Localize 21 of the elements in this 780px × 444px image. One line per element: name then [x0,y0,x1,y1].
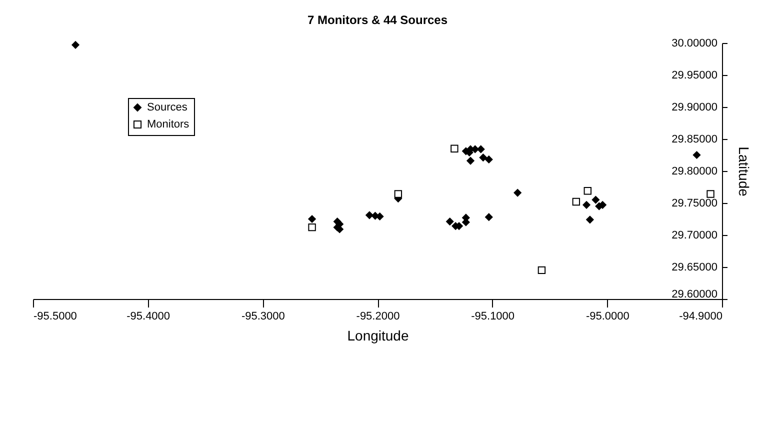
y-tick-label: 29.70000 [672,230,718,242]
x-axis-title: Longitude [347,328,409,344]
y-tick-label: 29.90000 [672,102,718,114]
x-tick-label: -95.2000 [356,310,400,322]
y-tick-label: 29.75000 [672,198,718,210]
x-tick-label: -95.1000 [471,310,515,322]
x-tick-label: -95.0000 [586,310,630,322]
y-tick-label: 29.80000 [672,166,718,178]
y-tick-label: 30.00000 [672,38,718,50]
legend-label: Sources [147,102,188,114]
chart-title: 7 Monitors & 44 Sources [307,13,448,27]
y-tick-label: 29.65000 [672,262,718,274]
x-tick-label: -95.5000 [34,310,77,322]
x-tick-label: -94.9000 [679,310,722,322]
x-tick-label: -95.4000 [126,310,170,322]
x-tick-label: -95.3000 [241,310,285,322]
y-axis-title: Latitude [736,146,752,197]
legend-label: Monitors [147,118,190,130]
y-tick-label: 29.60000 [672,288,718,300]
y-tick-label: 29.85000 [672,134,718,146]
y-tick-label: 29.95000 [672,70,718,82]
